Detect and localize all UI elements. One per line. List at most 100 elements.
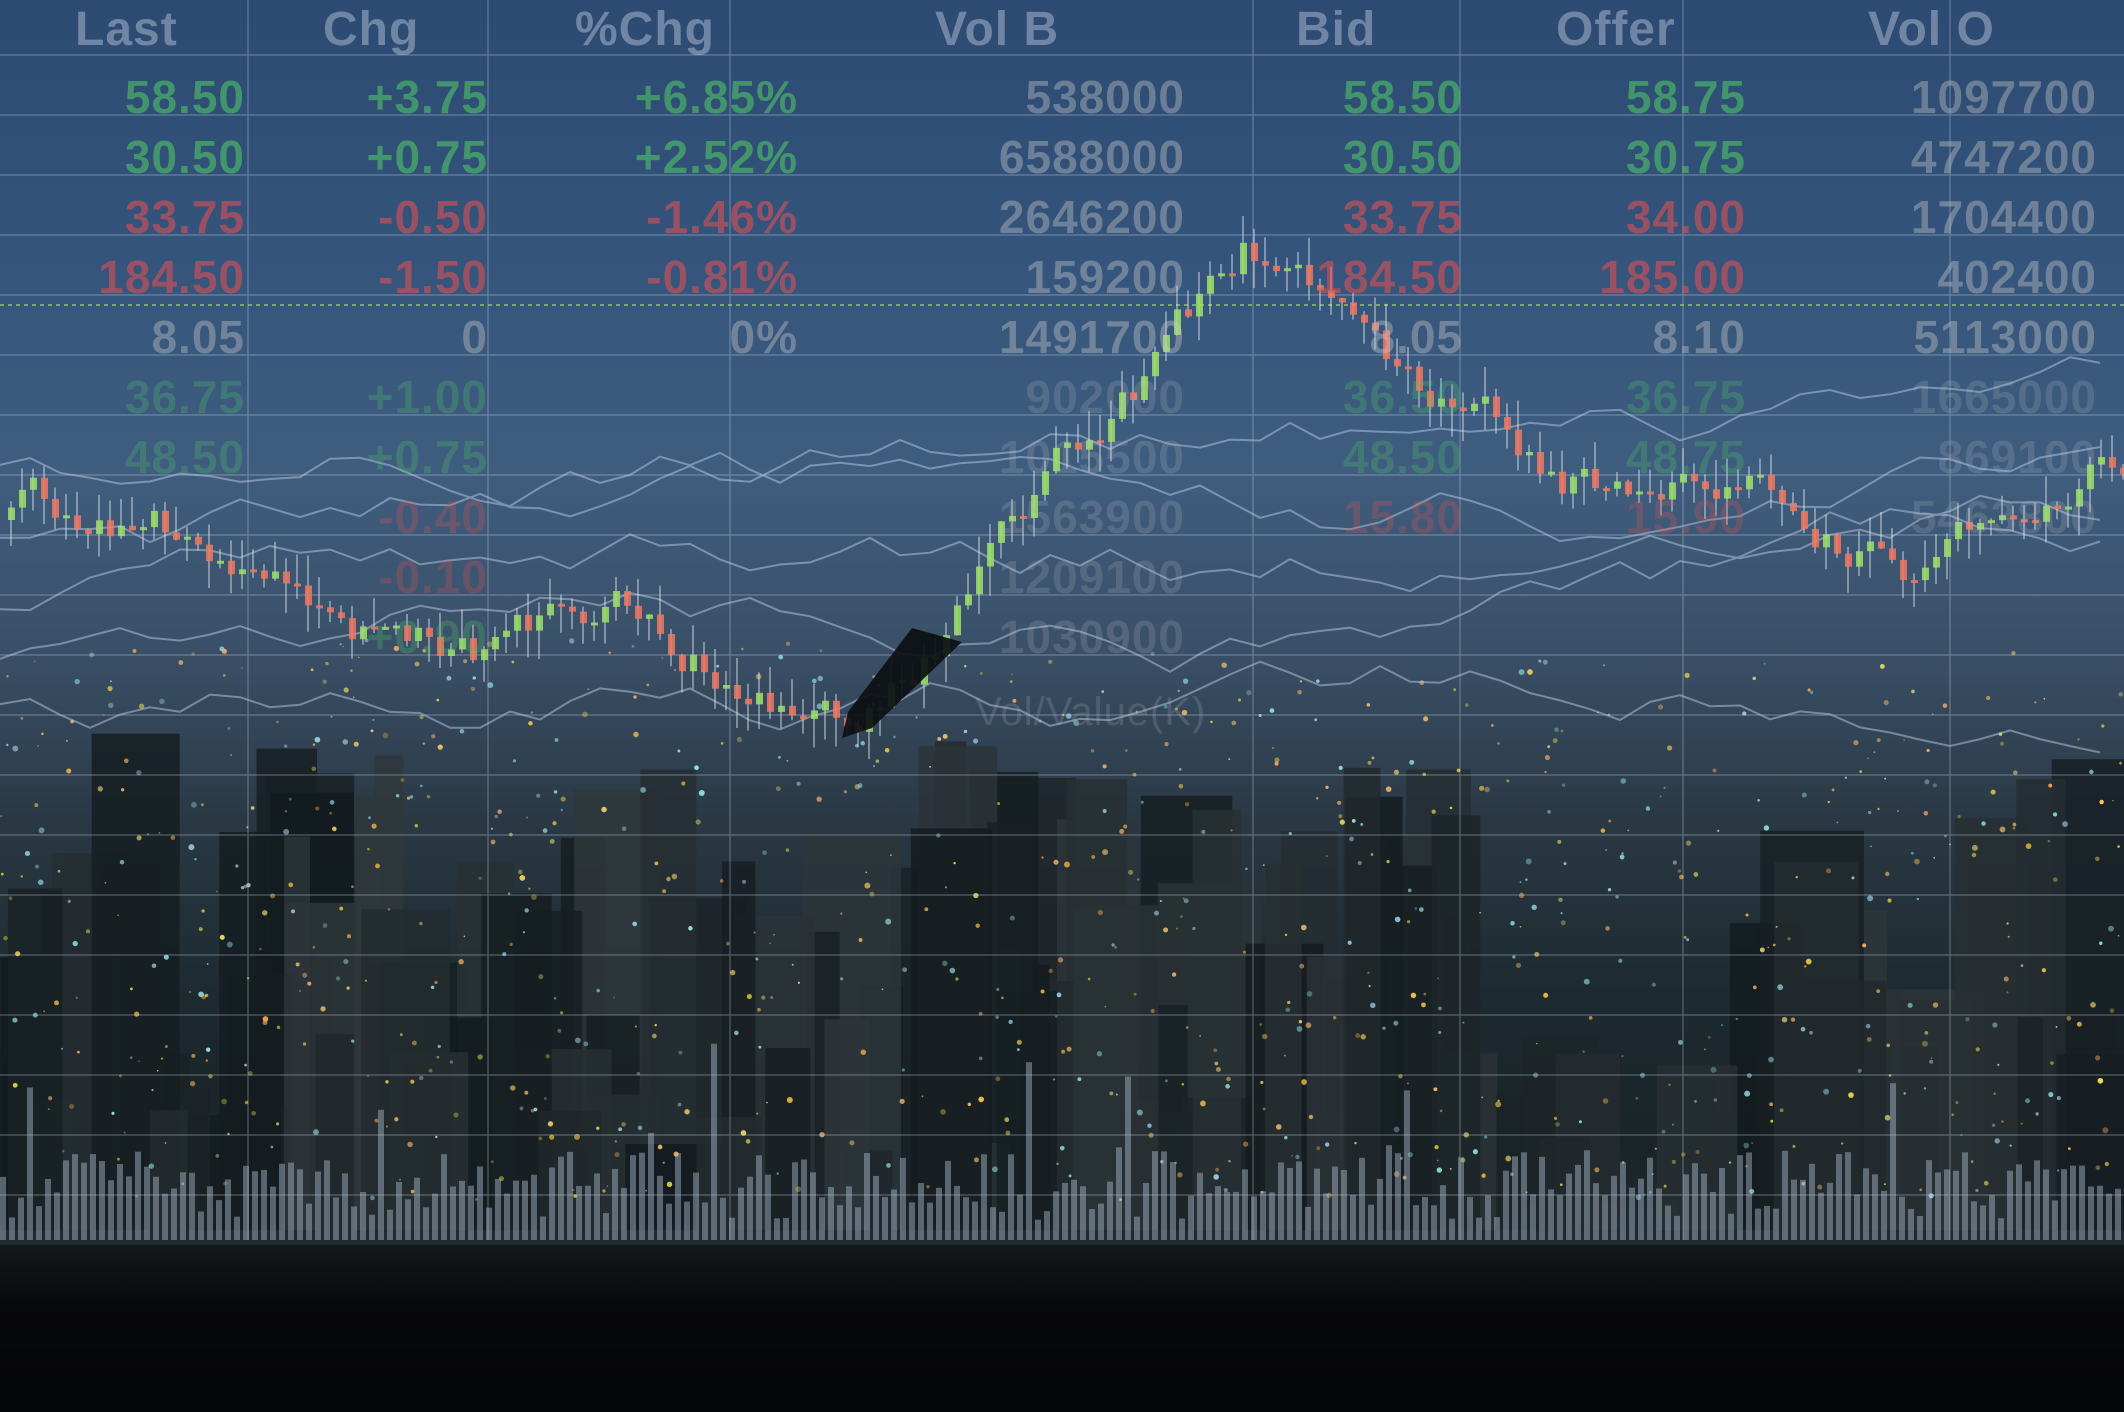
city-light <box>1621 1054 1624 1058</box>
volume-bar <box>1053 1191 1059 1240</box>
city-light <box>1770 1119 1774 1123</box>
city-light <box>673 1151 679 1157</box>
city-light <box>1484 786 1490 793</box>
city-light <box>1602 664 1606 667</box>
city-light <box>159 698 165 705</box>
city-light <box>205 1047 211 1052</box>
city-light <box>1932 783 1937 788</box>
city-light <box>204 993 209 998</box>
quote-cell-chg: +0.75 <box>366 131 488 183</box>
candle-body <box>1295 264 1302 269</box>
city-light <box>3 935 8 941</box>
city-light <box>2013 770 2018 775</box>
city-light <box>2000 741 2005 746</box>
volume-bar <box>882 1197 888 1240</box>
city-light <box>430 985 435 990</box>
city-light <box>543 1097 547 1100</box>
volume-bar <box>1890 1083 1896 1240</box>
city-light <box>422 648 427 653</box>
city-light <box>2009 1144 2012 1147</box>
building <box>1343 767 1381 1230</box>
city-light <box>1544 770 1547 774</box>
city-light <box>1059 1145 1065 1151</box>
city-light <box>2117 845 2120 848</box>
city-light <box>1971 852 1977 858</box>
candle-body <box>1537 451 1544 474</box>
city-light <box>1534 951 1540 957</box>
city-light <box>786 1096 793 1103</box>
city-light <box>1123 824 1128 829</box>
city-light <box>284 810 288 813</box>
candle-body <box>1966 521 1973 530</box>
city-light <box>840 977 844 981</box>
city-light <box>742 879 747 884</box>
city-light <box>618 1127 623 1132</box>
volume-bar <box>306 1203 312 1240</box>
volume-bar <box>198 1211 204 1240</box>
candle-body <box>1207 275 1214 294</box>
city-light <box>524 1090 529 1095</box>
quote-cell-vol-o: 869100 <box>1937 431 2097 483</box>
candle-body <box>1482 396 1489 404</box>
city-light <box>339 906 344 911</box>
city-light <box>346 934 352 939</box>
candle-body <box>1658 494 1665 500</box>
city-light <box>2076 1021 2082 1027</box>
city-light <box>1635 1096 1639 1100</box>
city-light <box>776 1172 779 1175</box>
city-light <box>227 1132 230 1136</box>
volume-bar <box>1188 1195 1194 1240</box>
city-light <box>463 935 466 938</box>
city-light <box>1053 859 1059 865</box>
city-light <box>569 638 575 644</box>
city-light <box>1992 1022 1998 1028</box>
city-light <box>869 891 875 897</box>
volume-bar <box>234 1216 240 1240</box>
city-light <box>270 1145 274 1149</box>
candle-body <box>668 633 675 655</box>
city-light <box>502 952 507 957</box>
city-light <box>1484 1135 1488 1139</box>
city-light <box>151 1089 154 1092</box>
candle-body <box>1405 366 1412 370</box>
volume-bar <box>18 1197 24 1240</box>
volume-bar <box>801 1159 807 1240</box>
candle-body <box>41 477 48 499</box>
city-light <box>1087 977 1091 981</box>
city-light <box>1394 916 1401 923</box>
city-light <box>1114 945 1117 949</box>
city-light <box>1357 861 1362 866</box>
city-light <box>1347 940 1352 945</box>
city-light <box>1744 1090 1751 1097</box>
volume-bar <box>1080 1186 1086 1240</box>
volume-bar <box>216 1200 222 1240</box>
quote-cell-offer: 30.75 <box>1625 131 1746 183</box>
city-light <box>1685 840 1692 846</box>
volume-bar <box>765 1174 771 1240</box>
city-light <box>1393 769 1400 775</box>
city-light <box>1605 848 1608 852</box>
city-light <box>12 745 19 752</box>
city-light <box>189 1080 196 1087</box>
volume-bar <box>810 1172 816 1240</box>
city-light <box>1683 935 1687 939</box>
city-light <box>1879 664 1885 669</box>
city-light <box>1124 749 1128 752</box>
city-light <box>24 850 31 857</box>
city-light <box>1694 1100 1697 1103</box>
candle-body <box>1053 447 1060 472</box>
candle-body <box>1262 261 1269 266</box>
city-light <box>2066 1015 2072 1021</box>
city-light <box>1184 802 1190 807</box>
city-light <box>857 783 863 788</box>
city-light <box>1171 972 1177 977</box>
city-light <box>1436 1159 1439 1162</box>
city-light <box>66 768 72 774</box>
quote-cell-bid: 184.50 <box>1316 251 1463 303</box>
volume-bar <box>90 1154 96 1240</box>
stylus-pen <box>842 628 962 738</box>
volume-bar <box>1440 1185 1446 1240</box>
city-light <box>477 1054 483 1060</box>
city-light <box>291 909 296 914</box>
city-light <box>1684 672 1690 679</box>
